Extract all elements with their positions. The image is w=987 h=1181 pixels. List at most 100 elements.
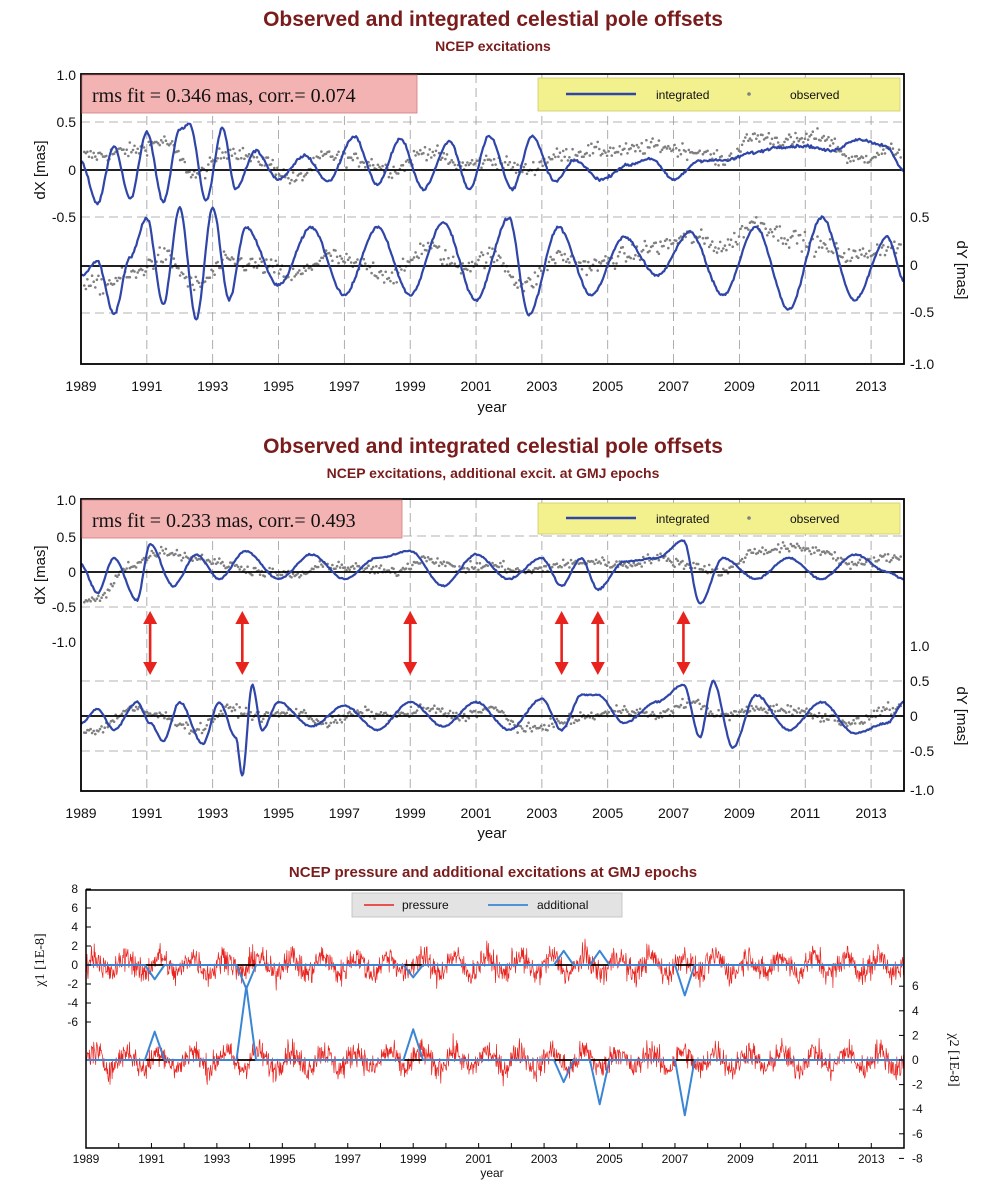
observed-point bbox=[321, 722, 325, 725]
x-tick-label-2005: 2005 bbox=[592, 378, 623, 394]
observed-point bbox=[100, 152, 103, 156]
observed-point bbox=[453, 163, 457, 167]
observed-point bbox=[122, 148, 125, 151]
observed-point bbox=[590, 268, 593, 272]
observed-point bbox=[263, 271, 267, 274]
observed-point bbox=[236, 716, 240, 719]
observed-point bbox=[441, 262, 444, 266]
observed-point bbox=[890, 558, 893, 562]
observed-point bbox=[696, 151, 700, 154]
observed-point bbox=[645, 710, 648, 714]
panel-3-left-axis-label: χ1 [1E-8] bbox=[33, 933, 48, 987]
observed-point bbox=[858, 248, 862, 252]
observed-point bbox=[271, 158, 275, 162]
panel-2: Observed and integrated celestial pole o… bbox=[32, 435, 970, 842]
observed-point bbox=[381, 273, 384, 277]
observed-point bbox=[437, 245, 441, 248]
observed-point bbox=[208, 717, 212, 721]
observed-point bbox=[674, 239, 678, 242]
observed-point bbox=[397, 573, 400, 577]
p3-chi2-additional-line bbox=[86, 985, 904, 1117]
observed-point bbox=[290, 178, 293, 182]
observed-point bbox=[533, 724, 537, 728]
observed-point bbox=[302, 266, 306, 270]
observed-point bbox=[312, 156, 315, 160]
observed-point bbox=[255, 266, 259, 270]
observed-point bbox=[869, 158, 873, 162]
observed-point bbox=[665, 237, 669, 241]
observed-point bbox=[594, 259, 598, 262]
right-tick-label: 6 bbox=[912, 979, 919, 993]
x-tick-label-2003: 2003 bbox=[526, 805, 557, 821]
observed-point bbox=[714, 163, 717, 166]
observed-point bbox=[412, 149, 416, 153]
observed-point bbox=[852, 159, 855, 163]
observed-point bbox=[558, 250, 562, 254]
observed-point bbox=[411, 258, 414, 262]
observed-point bbox=[409, 567, 413, 571]
observed-point bbox=[229, 148, 232, 152]
observed-point bbox=[864, 252, 868, 255]
observed-point bbox=[351, 564, 355, 568]
observed-point bbox=[134, 276, 138, 279]
observed-point bbox=[836, 247, 840, 250]
observed-point bbox=[687, 148, 691, 152]
observed-point bbox=[820, 136, 824, 139]
observed-point bbox=[560, 253, 563, 257]
observed-point bbox=[656, 553, 659, 557]
observed-point bbox=[258, 257, 262, 261]
observed-point bbox=[561, 258, 565, 262]
observed-point bbox=[332, 720, 336, 724]
observed-point bbox=[442, 560, 446, 563]
observed-point bbox=[723, 163, 727, 167]
observed-point bbox=[320, 150, 323, 153]
observed-point bbox=[451, 161, 455, 164]
panel-1-left-axis-label: dX [mas] bbox=[32, 140, 49, 199]
observed-point bbox=[803, 549, 807, 552]
observed-point bbox=[528, 727, 532, 730]
panel-3-right-ticks: 6 4 2 0 -2 -4 -6 -8 bbox=[899, 979, 923, 1165]
observed-point bbox=[335, 721, 339, 724]
observed-point bbox=[92, 151, 95, 155]
observed-point bbox=[221, 560, 224, 564]
observed-point bbox=[830, 138, 833, 142]
observed-point bbox=[232, 706, 235, 709]
observed-point bbox=[262, 717, 265, 721]
observed-point bbox=[591, 151, 595, 155]
observed-point bbox=[447, 256, 450, 260]
observed-point bbox=[623, 252, 626, 255]
observed-point bbox=[89, 727, 92, 731]
observed-point bbox=[133, 709, 136, 712]
observed-point bbox=[172, 257, 176, 260]
observed-point bbox=[524, 162, 527, 166]
observed-point bbox=[701, 152, 705, 156]
observed-point bbox=[610, 154, 614, 157]
observed-point bbox=[114, 276, 117, 280]
observed-point bbox=[736, 147, 739, 151]
observed-point bbox=[370, 710, 373, 714]
observed-point bbox=[277, 272, 281, 275]
observed-point bbox=[849, 259, 852, 263]
observed-point bbox=[419, 148, 422, 152]
observed-point bbox=[868, 718, 871, 721]
x-tick-label-2013: 2013 bbox=[856, 805, 887, 821]
observed-point bbox=[354, 562, 358, 565]
observed-point bbox=[131, 148, 135, 152]
observed-point bbox=[274, 173, 278, 176]
observed-point bbox=[301, 711, 304, 714]
observed-point bbox=[587, 260, 590, 264]
observed-point bbox=[177, 266, 180, 270]
observed-point bbox=[442, 151, 446, 155]
observed-point bbox=[580, 267, 584, 271]
observed-point bbox=[222, 156, 226, 159]
panel-3-left-ticks: 8 6 4 2 0 -2 -4 -6 bbox=[67, 882, 91, 1029]
observed-point bbox=[811, 546, 815, 549]
panel-1: Observed and integrated celestial pole o… bbox=[32, 8, 970, 416]
observed-point bbox=[861, 156, 865, 159]
observed-point bbox=[428, 709, 432, 713]
observed-point bbox=[175, 548, 179, 552]
observed-point bbox=[638, 149, 642, 153]
observed-point bbox=[579, 261, 582, 265]
observed-point bbox=[588, 154, 592, 157]
observed-point bbox=[886, 245, 890, 249]
